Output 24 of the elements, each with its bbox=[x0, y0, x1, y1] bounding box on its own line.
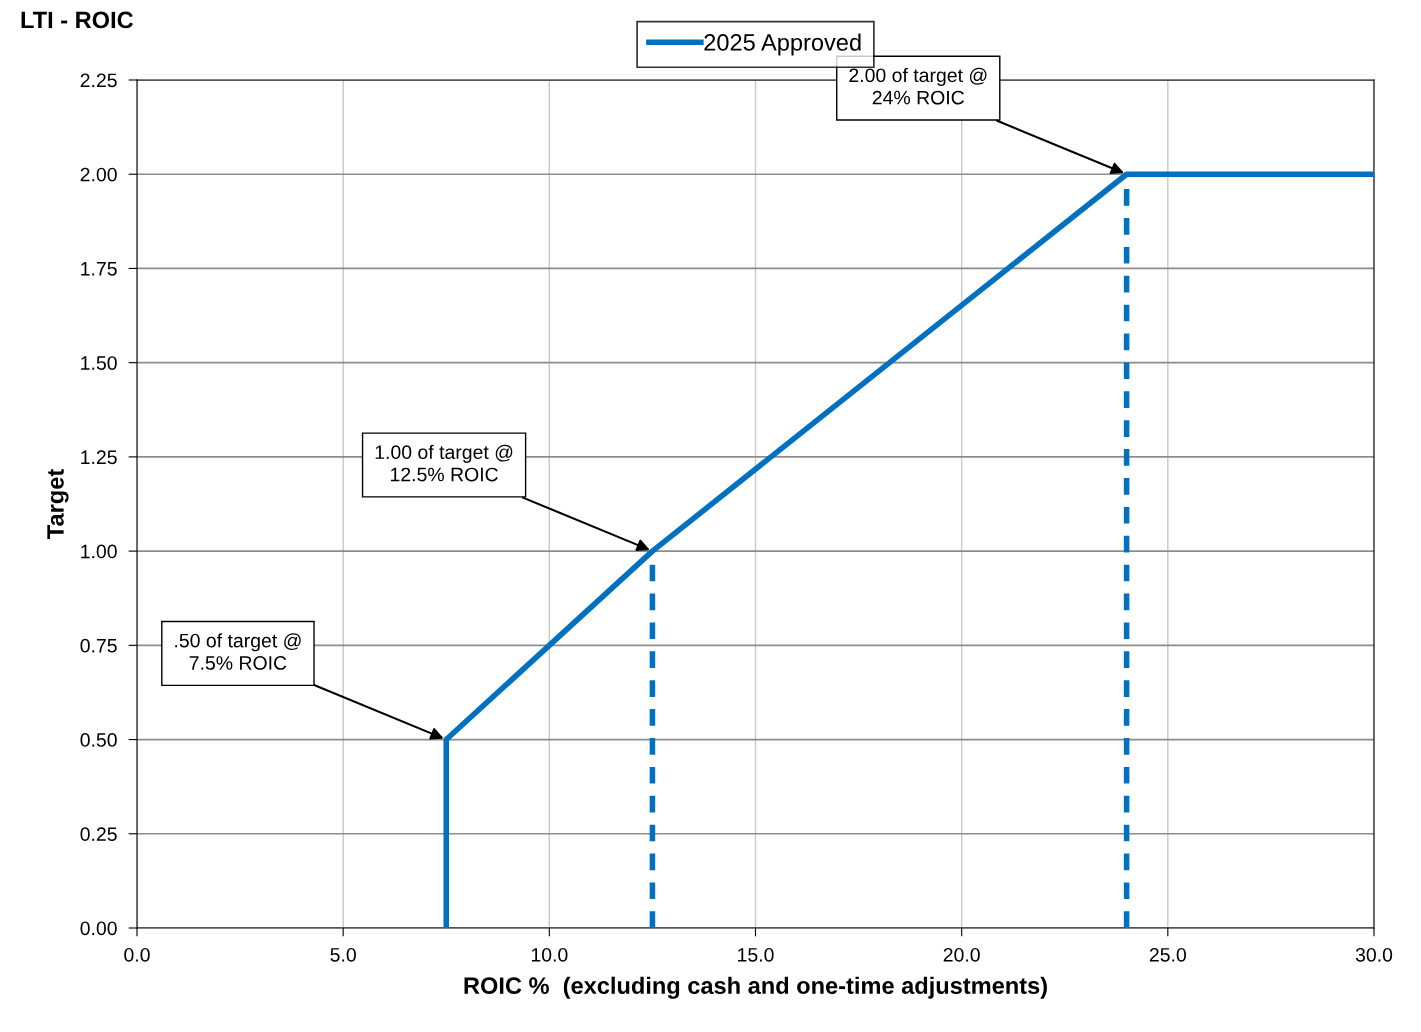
y-tick-label: 1.00 bbox=[81, 544, 117, 559]
x-tick-label: 20.0 bbox=[943, 947, 980, 962]
y-tick-label: 1.75 bbox=[81, 262, 117, 276]
y-tick-label: 0.50 bbox=[80, 733, 117, 747]
y-tick-label: 0.00 bbox=[80, 921, 117, 936]
y-tick-label: 0.25 bbox=[80, 827, 117, 842]
x-axis-title: ROIC % (excluding cash and one-time adjustments) bbox=[464, 976, 1047, 999]
y-tick-label: 1.50 bbox=[81, 356, 117, 370]
x-tick-label: 0.0 bbox=[124, 947, 150, 962]
x-tick-label: 30.0 bbox=[1355, 947, 1393, 962]
annotation: 1.00 of target @ 12.5% ROIC bbox=[375, 444, 513, 482]
y-tick-label: 2.00 bbox=[80, 167, 117, 182]
y-axis-title: Target bbox=[47, 469, 69, 539]
y-tick-label: 2.25 bbox=[80, 73, 117, 88]
chart-title: LTI - ROIC bbox=[21, 11, 134, 29]
y-tick-label: 1.25 bbox=[81, 450, 117, 465]
x-tick-label: 5.0 bbox=[330, 947, 356, 962]
annotation: .50 of target @ 7.5% ROIC bbox=[175, 633, 301, 670]
y-tick-label: 0.75 bbox=[80, 638, 117, 653]
x-tick-label: 10.0 bbox=[531, 947, 568, 962]
x-tick-label: 15.0 bbox=[738, 947, 774, 962]
legend-label: 2025 Approved bbox=[704, 33, 861, 56]
x-tick-label: 25.0 bbox=[1149, 947, 1186, 962]
annotation: 2.00 of target @ 24% ROIC bbox=[849, 67, 987, 105]
